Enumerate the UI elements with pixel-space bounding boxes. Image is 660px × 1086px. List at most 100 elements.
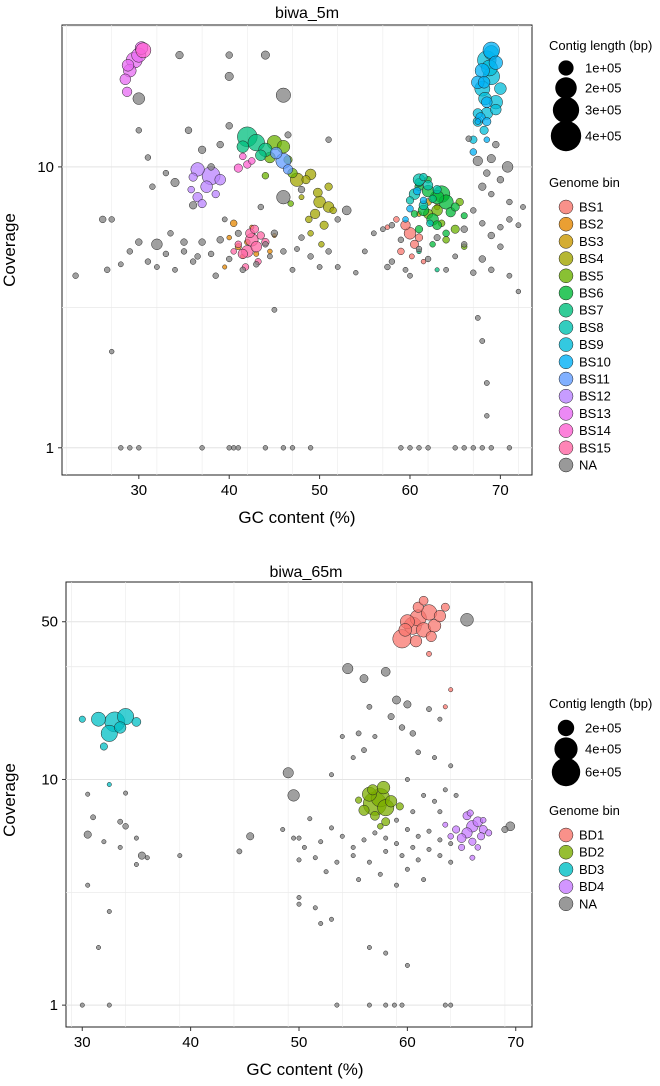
data-point-na bbox=[118, 445, 124, 451]
size-legend-swatch bbox=[554, 737, 578, 761]
data-point-bs7 bbox=[236, 140, 249, 153]
data-point-bs13 bbox=[121, 59, 135, 72]
data-point-na bbox=[433, 234, 441, 242]
data-point-na bbox=[334, 264, 341, 270]
data-point-na bbox=[260, 50, 270, 60]
data-point-bd1 bbox=[425, 631, 437, 642]
data-point-na bbox=[262, 445, 269, 451]
data-point-na bbox=[350, 844, 356, 850]
data-point-na bbox=[421, 877, 427, 883]
data-point-na bbox=[370, 230, 377, 237]
data-point-na bbox=[189, 258, 197, 265]
data-point-na bbox=[294, 246, 300, 252]
color-legend-swatch bbox=[558, 827, 574, 843]
color-legend-swatch bbox=[558, 268, 574, 284]
data-point-bs1 bbox=[414, 233, 424, 242]
data-point-na bbox=[453, 792, 459, 798]
color-legend-label: BS8 bbox=[579, 320, 604, 335]
data-point-bd4 bbox=[469, 854, 476, 861]
x-ticks: 30 40 50 60 70 bbox=[74, 1027, 524, 1051]
data-point-na bbox=[329, 825, 334, 831]
y-ticks: 1 10 50 bbox=[41, 614, 66, 1014]
data-point-bd4 bbox=[474, 844, 481, 851]
data-point-na bbox=[501, 161, 514, 173]
size-legend-label: 3e+05 bbox=[585, 103, 622, 118]
data-point-na bbox=[394, 882, 399, 888]
data-point-na bbox=[488, 445, 494, 451]
data-point-bs12 bbox=[188, 172, 198, 182]
data-point-na bbox=[392, 695, 401, 705]
color-legend-label: BS6 bbox=[579, 286, 604, 301]
data-point-na bbox=[461, 241, 468, 248]
data-point-bs12 bbox=[214, 174, 226, 186]
y-tick-label: 1 bbox=[50, 997, 58, 1014]
data-point-na bbox=[144, 154, 152, 161]
x-ticks: 30 40 50 60 70 bbox=[130, 475, 509, 499]
data-point-na bbox=[404, 866, 410, 872]
data-point-na bbox=[246, 832, 255, 841]
data-point-na bbox=[515, 222, 522, 229]
data-point-na bbox=[207, 250, 215, 258]
size-legend-swatch bbox=[555, 77, 577, 99]
data-point-na bbox=[225, 122, 233, 130]
data-point-na bbox=[172, 266, 178, 273]
data-point-na bbox=[443, 266, 449, 273]
size-legend-title: Contig length (bp) bbox=[549, 38, 652, 53]
data-point-na bbox=[488, 266, 495, 273]
data-point-na bbox=[478, 182, 487, 191]
data-point-na bbox=[442, 1002, 448, 1008]
data-point-na bbox=[184, 126, 193, 134]
color-legend-label: BS10 bbox=[579, 354, 611, 369]
data-point-na bbox=[497, 224, 504, 231]
data-point-bd1 bbox=[426, 651, 432, 657]
data-point-bs2 bbox=[267, 248, 273, 255]
data-point-bs1 bbox=[410, 239, 419, 249]
data-point-na bbox=[426, 828, 432, 834]
data-point-bs5 bbox=[450, 224, 460, 234]
data-point-na bbox=[415, 245, 423, 253]
data-point-bd3 bbox=[100, 724, 118, 742]
x-tick-label: 40 bbox=[182, 1034, 199, 1051]
data-point-na bbox=[287, 789, 300, 802]
data-point-bs1 bbox=[397, 247, 405, 256]
data-point-na bbox=[415, 857, 421, 863]
y-axis-label: Coverage bbox=[0, 213, 19, 287]
data-point-na bbox=[79, 1002, 85, 1008]
data-point-na bbox=[271, 306, 278, 313]
data-point-na bbox=[280, 827, 286, 832]
data-point-na bbox=[298, 234, 305, 241]
data-point-na bbox=[83, 830, 92, 839]
data-point-na bbox=[465, 135, 472, 142]
data-point-na bbox=[366, 703, 373, 710]
data-point-na bbox=[387, 713, 395, 721]
data-point-na bbox=[270, 229, 279, 237]
panel-biwa-65m: biwa_65m 30 40 50 60 70 1 10 50 GC content (%)… bbox=[0, 564, 652, 1079]
x-tick-label: 40 bbox=[221, 482, 238, 499]
data-point-bd2 bbox=[381, 817, 391, 827]
data-point-na bbox=[483, 169, 491, 177]
data-point-na bbox=[231, 445, 237, 451]
data-point-bd2 bbox=[367, 784, 379, 796]
data-point-na bbox=[388, 258, 396, 265]
data-point-na bbox=[170, 178, 180, 187]
data-point-na bbox=[350, 853, 356, 859]
data-point-bs11 bbox=[270, 146, 283, 160]
data-point-na bbox=[366, 1002, 372, 1008]
data-point-bs4 bbox=[305, 215, 313, 224]
data-point-bs4 bbox=[298, 194, 305, 201]
data-point-na bbox=[216, 236, 224, 244]
data-point-na bbox=[296, 835, 302, 841]
data-point-bs13 bbox=[119, 73, 131, 85]
data-point-na bbox=[383, 835, 389, 841]
data-point-bs5 bbox=[287, 200, 294, 207]
data-point-na bbox=[380, 667, 391, 677]
data-point-na bbox=[437, 837, 443, 843]
data-point-na bbox=[372, 734, 378, 739]
data-point-na bbox=[144, 258, 152, 265]
data-point-bs6 bbox=[442, 229, 450, 237]
data-point-bd3 bbox=[114, 721, 127, 734]
x-axis-label: GC content (%) bbox=[238, 508, 355, 527]
data-point-na bbox=[291, 835, 297, 841]
data-point-bs12 bbox=[211, 190, 220, 199]
